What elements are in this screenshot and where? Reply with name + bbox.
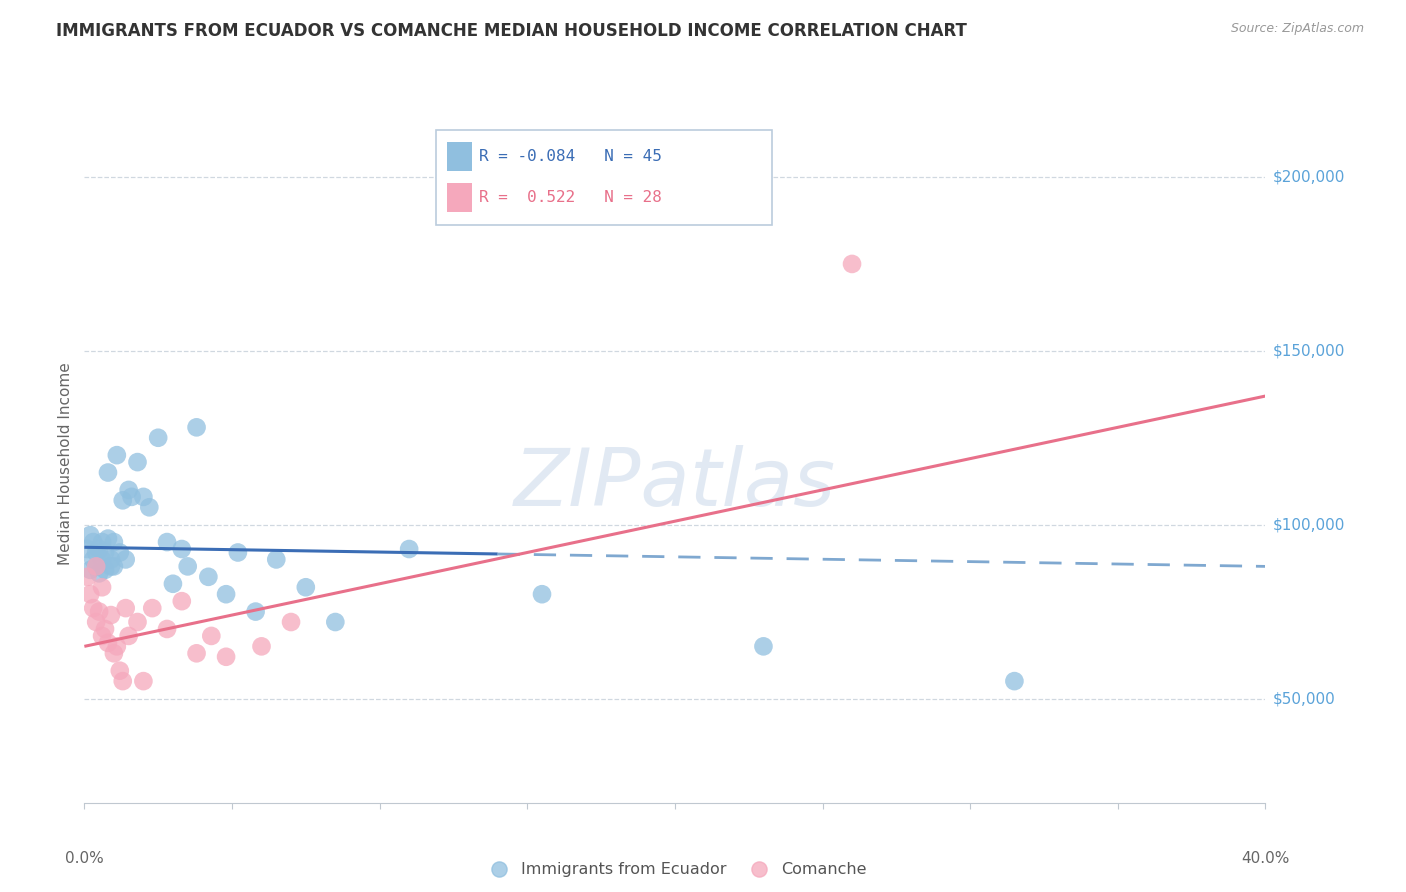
Point (148, 431, 170, 445)
Text: $50,000: $50,000 (1272, 691, 1336, 706)
Point (82, 535, 104, 549)
Point (91, 552, 114, 566)
Point (82, 601, 104, 615)
Point (94, 545, 117, 559)
Point (105, 448, 128, 462)
Point (97, 466, 120, 480)
Text: IMMIGRANTS FROM ECUADOR VS COMANCHE MEDIAN HOUSEHOLD INCOME CORRELATION CHART: IMMIGRANTS FROM ECUADOR VS COMANCHE MEDI… (56, 22, 967, 40)
Point (111, 674, 134, 689)
Point (79, 528, 101, 542)
Point (108, 545, 131, 559)
Point (118, 629, 141, 643)
Point (841, 257, 863, 271)
Point (79, 587, 101, 601)
Point (245, 605, 267, 619)
Point (87, 541, 111, 556)
Point (132, 674, 155, 689)
Point (138, 500, 160, 515)
Text: 0.0%: 0.0% (65, 852, 104, 866)
Point (186, 420, 208, 434)
Point (108, 664, 131, 678)
Point (76, 541, 98, 556)
Y-axis label: Median Household Income: Median Household Income (58, 362, 73, 566)
Point (156, 622, 179, 636)
Point (82, 552, 104, 566)
Point (323, 615, 347, 629)
Point (186, 646, 208, 660)
Point (162, 576, 184, 591)
Point (100, 552, 122, 566)
Point (91, 535, 114, 549)
Point (97, 532, 120, 546)
Text: 40.0%: 40.0% (1241, 852, 1289, 866)
Point (100, 559, 122, 574)
Text: Source: ZipAtlas.com: Source: ZipAtlas.com (1230, 22, 1364, 36)
Point (114, 601, 136, 615)
Point (79, 563, 101, 577)
Point (87, 605, 111, 619)
Point (752, 640, 775, 654)
Point (127, 615, 149, 629)
Point (170, 594, 193, 608)
Point (76, 570, 98, 584)
Point (156, 535, 179, 549)
Point (105, 640, 128, 654)
Point (84, 559, 107, 574)
Text: $150,000: $150,000 (1272, 343, 1344, 359)
Point (132, 490, 155, 504)
Point (177, 559, 200, 574)
Text: R =  0.522   N = 28: R = 0.522 N = 28 (479, 190, 662, 205)
Point (100, 608, 122, 623)
Point (170, 541, 193, 556)
Point (84, 559, 107, 574)
Point (91, 629, 114, 643)
Point (197, 570, 219, 584)
Point (87, 566, 111, 581)
Point (250, 640, 273, 654)
Point (295, 580, 318, 594)
Point (200, 629, 222, 643)
Point (118, 483, 141, 497)
Point (264, 552, 288, 566)
Text: ZIPatlas: ZIPatlas (513, 445, 837, 524)
Point (398, 541, 420, 556)
Point (280, 615, 302, 629)
Point (226, 545, 249, 559)
Point (121, 490, 143, 504)
Point (91, 580, 114, 594)
Point (141, 601, 163, 615)
Text: $100,000: $100,000 (1272, 517, 1344, 533)
Point (215, 587, 238, 601)
Point (111, 493, 134, 508)
Point (114, 552, 136, 566)
Point (84, 545, 107, 559)
Text: R = -0.084   N = 45: R = -0.084 N = 45 (479, 149, 662, 164)
Point (103, 559, 125, 574)
Text: $200,000: $200,000 (1272, 169, 1344, 185)
Point (1004, 674, 1026, 689)
Legend: Immigrants from Ecuador, Comanche: Immigrants from Ecuador, Comanche (477, 855, 873, 883)
Point (215, 649, 238, 664)
Point (530, 587, 553, 601)
Point (103, 646, 125, 660)
Point (94, 563, 117, 577)
Point (84, 615, 107, 629)
Point (94, 622, 117, 636)
Point (97, 636, 120, 650)
Point (127, 455, 149, 469)
Point (103, 535, 125, 549)
